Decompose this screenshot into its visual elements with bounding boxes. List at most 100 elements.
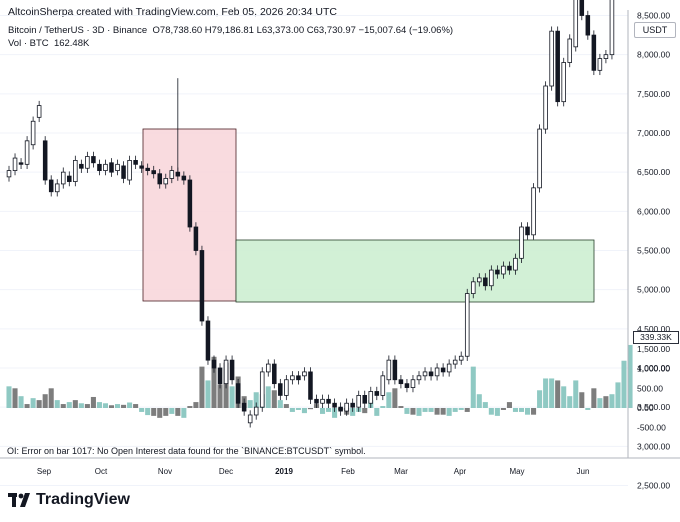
candle-body[interactable]: [428, 371, 434, 377]
candle-body[interactable]: [217, 367, 223, 385]
candle-body[interactable]: [24, 140, 30, 165]
candle-body[interactable]: [278, 383, 283, 396]
candle-body[interactable]: [211, 359, 217, 369]
candle-body[interactable]: [12, 157, 18, 171]
volume-label[interactable]: Vol · BTC: [8, 38, 49, 49]
candle-body[interactable]: [458, 355, 464, 361]
candle-body[interactable]: [332, 402, 337, 408]
candle-body[interactable]: [549, 30, 554, 87]
candle-body[interactable]: [296, 375, 301, 381]
candle-body[interactable]: [223, 359, 229, 385]
candle-body[interactable]: [368, 391, 374, 404]
candle-body[interactable]: [85, 156, 90, 169]
candle-body[interactable]: [537, 128, 542, 189]
candle-body[interactable]: [241, 402, 247, 412]
candle-body[interactable]: [73, 160, 78, 182]
candle-body[interactable]: [145, 167, 150, 171]
candle-body[interactable]: [374, 391, 380, 396]
currency-button[interactable]: USDT: [634, 22, 676, 38]
candle-body[interactable]: [163, 178, 169, 185]
candle-body[interactable]: [151, 170, 156, 175]
candle-body[interactable]: [392, 359, 398, 381]
candle-body[interactable]: [48, 179, 54, 193]
candle-body[interactable]: [416, 375, 422, 381]
candle-body[interactable]: [380, 375, 386, 396]
candle-body[interactable]: [199, 250, 205, 322]
candle-body[interactable]: [525, 226, 530, 236]
candle-body[interactable]: [507, 265, 512, 271]
candle-body[interactable]: [187, 179, 193, 228]
candle-body[interactable]: [356, 395, 361, 408]
candle-body[interactable]: [386, 359, 392, 381]
candle-body[interactable]: [60, 171, 66, 185]
candle-body[interactable]: [30, 120, 36, 146]
candle-body[interactable]: [121, 165, 126, 179]
candle-body[interactable]: [308, 371, 313, 400]
candle-body[interactable]: [555, 30, 560, 103]
candle-body[interactable]: [103, 163, 108, 171]
candle-body[interactable]: [205, 320, 211, 361]
candle-body[interactable]: [67, 175, 72, 182]
candle-body[interactable]: [91, 156, 96, 164]
candle-body[interactable]: [398, 379, 404, 385]
candle-body[interactable]: [489, 269, 494, 287]
candle-body[interactable]: [169, 170, 175, 179]
candle-body[interactable]: [410, 379, 416, 388]
candle-body[interactable]: [362, 395, 368, 404]
candle-body[interactable]: [290, 375, 295, 381]
candle-body[interactable]: [54, 183, 60, 193]
candle-body[interactable]: [573, 0, 579, 48]
candle-body[interactable]: [326, 398, 331, 404]
candle-body[interactable]: [501, 265, 506, 275]
candle-body[interactable]: [265, 363, 271, 373]
candle-body[interactable]: [440, 367, 446, 373]
candle-body[interactable]: [109, 162, 114, 173]
candle-body[interactable]: [597, 58, 603, 71]
candle-body[interactable]: [591, 34, 597, 71]
candle-body[interactable]: [609, 0, 615, 56]
candle-body[interactable]: [579, 0, 585, 16]
candle-body[interactable]: [350, 402, 355, 408]
candle-body[interactable]: [422, 371, 428, 377]
candle-body[interactable]: [175, 171, 181, 177]
candle-body[interactable]: [464, 293, 470, 357]
candle-body[interactable]: [585, 15, 591, 36]
candle-body[interactable]: [603, 54, 609, 59]
candle-body[interactable]: [452, 359, 458, 365]
candle-body[interactable]: [133, 160, 138, 165]
candle-body[interactable]: [320, 398, 325, 404]
candle-body[interactable]: [115, 163, 120, 171]
candle-body[interactable]: [139, 165, 144, 169]
candle-body[interactable]: [446, 363, 452, 373]
candle-body[interactable]: [127, 160, 132, 181]
candle-body[interactable]: [97, 163, 102, 171]
candle-body[interactable]: [404, 383, 410, 388]
candle-body[interactable]: [314, 398, 319, 404]
candle-body[interactable]: [284, 379, 289, 396]
candle-body[interactable]: [519, 226, 524, 259]
candle-body[interactable]: [543, 85, 548, 130]
candle-body[interactable]: [157, 173, 163, 185]
candle-body[interactable]: [470, 281, 476, 294]
candle-body[interactable]: [36, 105, 42, 118]
candle-body[interactable]: [477, 277, 482, 283]
candle-body[interactable]: [253, 406, 259, 416]
candle-body[interactable]: [235, 383, 241, 404]
candle-body[interactable]: [247, 414, 253, 424]
candle-body[interactable]: [181, 175, 187, 181]
candle-body[interactable]: [193, 226, 199, 251]
candle-body[interactable]: [42, 140, 48, 181]
candle-body[interactable]: [567, 38, 573, 63]
candle-body[interactable]: [531, 187, 536, 236]
candle-body[interactable]: [434, 367, 440, 377]
candle-body[interactable]: [302, 371, 307, 377]
candle-body[interactable]: [259, 371, 265, 408]
symbol-title[interactable]: Bitcoin / TetherUS · 3D · Binance: [8, 25, 148, 36]
candle-body[interactable]: [338, 406, 343, 412]
tradingview-logo[interactable]: TradingView: [8, 491, 130, 509]
candle-body[interactable]: [229, 359, 235, 381]
candle-body[interactable]: [272, 363, 277, 385]
candle-body[interactable]: [513, 257, 518, 271]
candle-body[interactable]: [18, 162, 24, 165]
